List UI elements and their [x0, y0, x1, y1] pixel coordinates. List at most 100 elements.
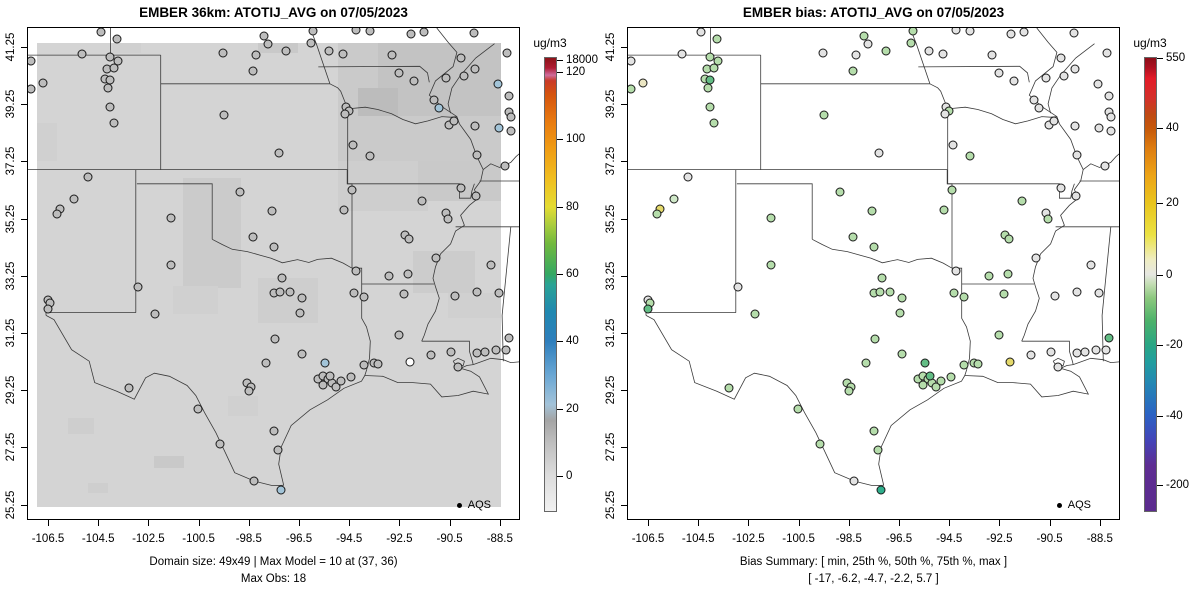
border-line [347, 183, 475, 199]
border-line [1047, 43, 1095, 114]
station-dot [818, 48, 828, 58]
x-tick-mark [48, 520, 49, 526]
station-dot [43, 304, 53, 314]
x-tick-label: -88.5 [486, 533, 513, 545]
x-tick-mark [349, 520, 351, 526]
station-dot [494, 123, 504, 133]
x-tick-label: -100.5 [182, 533, 215, 545]
station-dot [1091, 345, 1101, 355]
station-dot [281, 46, 291, 56]
station-dot [261, 358, 271, 368]
station-dot [351, 28, 361, 35]
x-tick-mark [748, 520, 750, 526]
station-dot [994, 68, 1004, 78]
station-dot [297, 349, 307, 359]
border-line [952, 267, 971, 376]
station-dot [105, 102, 115, 112]
page-title: EMBER bias: ATOTIJ_AVG on 07/05/2023 [742, 5, 1005, 20]
station-dot [470, 64, 480, 74]
station-dot [628, 56, 636, 66]
x-tick-mark [98, 520, 100, 526]
x-tick-mark [949, 520, 951, 526]
station-dot [394, 330, 404, 340]
colorbar-tick-mark [1157, 274, 1163, 276]
station-dot [951, 266, 961, 276]
station-dot [869, 426, 879, 436]
y-tick-label: 31.25 [605, 318, 617, 348]
bias-map-panel: EMBER bias: ATOTIJ_AVG on 07/05/2023 AQS… [600, 0, 1200, 600]
y-tick-label: 25.25 [605, 490, 617, 519]
station-dot [248, 66, 258, 76]
station-dot [849, 476, 859, 486]
station-dot [456, 53, 466, 63]
colorbar-tick-label: -40 [1166, 409, 1183, 422]
station-dot [103, 83, 113, 93]
border-line [645, 315, 884, 487]
station-dot [1019, 28, 1029, 37]
station-dot [405, 357, 415, 367]
station-dot [1072, 287, 1082, 297]
station-dot [959, 292, 969, 302]
station-dot [112, 34, 122, 44]
station-dot [1017, 196, 1027, 206]
station-dot [750, 309, 760, 319]
colorbar-tick-mark [1157, 484, 1163, 486]
y-tick-mark [21, 333, 27, 334]
station-dot [652, 209, 662, 219]
station-dot [38, 78, 48, 88]
y-tick-mark [621, 333, 627, 334]
aqs-legend: AQS [1056, 499, 1091, 511]
station-dot [365, 151, 375, 161]
colorbar-tick-label: 40 [566, 335, 579, 348]
x-tick-label: -90.5 [1036, 533, 1063, 545]
y-tick-mark [21, 390, 27, 392]
border-line [878, 375, 966, 486]
x-tick-label: -88.5 [1086, 533, 1113, 545]
caption-line-1: Domain size: 49x49 | Max Model = 10 at (… [149, 556, 398, 568]
y-tick-label: 37.25 [605, 147, 617, 176]
y-tick-mark [21, 161, 27, 163]
station-dot [873, 445, 883, 455]
station-dot [446, 347, 456, 357]
station-dot [1104, 91, 1114, 101]
y-tick-mark [621, 104, 627, 106]
colorbar-tick-label: 40 [1166, 122, 1179, 135]
station-dot [877, 273, 887, 283]
station-dot [1106, 112, 1116, 122]
x-tick-label: -94.5 [936, 533, 963, 545]
station-dot [394, 68, 404, 78]
state-borders-map [628, 28, 1119, 487]
y-tick-mark [21, 447, 27, 449]
station-dot [469, 28, 479, 38]
border-line [947, 183, 1075, 199]
station-dot [924, 46, 934, 56]
colorbar-tick-label: 20 [566, 402, 579, 415]
colorbar-tick-label: 120 [566, 66, 586, 78]
y-tick-mark [621, 218, 627, 220]
station-dot [1070, 121, 1080, 131]
station-dot [456, 183, 466, 193]
station-dot [480, 347, 490, 357]
station-dot [384, 271, 394, 281]
station-dot [500, 161, 510, 171]
x-tick-label: -106.5 [631, 533, 665, 545]
model-field-patch [258, 43, 298, 53]
station-dot [925, 371, 935, 381]
station-dot [908, 28, 918, 36]
station-dot [819, 110, 829, 120]
station-dot [835, 187, 845, 197]
station-dot [359, 360, 369, 370]
border-line [364, 364, 490, 398]
x-tick-label: -106.5 [31, 533, 65, 545]
station-dot [251, 50, 261, 60]
station-dot [109, 118, 119, 128]
state-borders-map [28, 28, 519, 487]
station-dot [325, 371, 335, 381]
station-dot [340, 109, 350, 119]
y-tick-mark [21, 104, 27, 106]
station-dot [861, 358, 871, 368]
station-dot [235, 187, 245, 197]
y-tick-label: 39.25 [5, 89, 17, 119]
station-dot [409, 76, 419, 86]
